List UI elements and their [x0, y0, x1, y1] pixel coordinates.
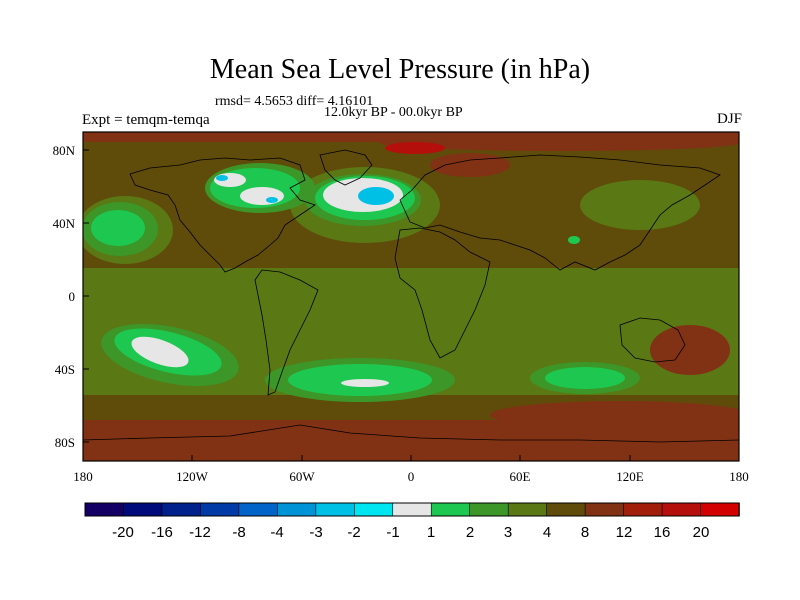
- lon-tick-label: 0: [408, 469, 415, 484]
- lat-tick-label: 40S: [55, 362, 75, 377]
- colorbar-swatch: [84, 502, 125, 517]
- lon-tick-label: 60E: [510, 469, 531, 484]
- field-pacific-south-red: [650, 325, 730, 375]
- field-arctic-red-band: [380, 135, 739, 151]
- stats-line: rmsd= 4.5653 diff= 4.16101: [215, 94, 374, 109]
- colorbar-swatch: [200, 502, 240, 517]
- coast-eurasia: [399, 154, 721, 271]
- lat-tick-label: 0: [69, 289, 76, 304]
- field-pacific-north-bright: [91, 210, 145, 246]
- colorbar-label: -4: [270, 524, 283, 541]
- field-arctic-redbrown: [83, 132, 739, 142]
- field-arctic-cyan: [216, 175, 228, 181]
- field-europe-redbrown: [430, 153, 510, 177]
- colorbar-label: 2: [466, 524, 474, 541]
- coast-australia: [619, 317, 686, 363]
- colorbar-swatch: [507, 502, 548, 517]
- colorbar-swatch: [584, 502, 625, 517]
- colorbar-label: -2: [347, 524, 360, 541]
- colorbar-label: -12: [189, 524, 211, 541]
- field-arctic-red: [385, 142, 445, 154]
- field-hudson-light: [240, 187, 284, 205]
- field-tibet-bright: [568, 236, 580, 244]
- lon-tick-label: 180: [73, 469, 93, 484]
- lon-tick-label: 120E: [616, 469, 644, 484]
- lon-tick-label: 60W: [289, 469, 315, 484]
- coast-greenland: [319, 149, 373, 186]
- field-atlantic-south-light: [341, 379, 389, 387]
- colorbar-labels: -20 -16 -12 -8 -4 -3 -2 -1 1 2 3 4 8 12 …: [112, 524, 709, 541]
- lon-tick-label: 120W: [176, 469, 209, 484]
- field-hudson-cyan: [266, 197, 278, 203]
- colorbar-label: 1: [427, 524, 435, 541]
- field-indian-south-bright: [545, 367, 625, 389]
- lon-tick-label: 180: [729, 469, 749, 484]
- colorbar-label: 16: [654, 524, 671, 541]
- colorbar-label: 8: [581, 524, 589, 541]
- colorbar: -20 -16 -12 -8 -4 -3 -2 -1 1 2 3 4 8 12 …: [84, 502, 740, 541]
- colorbar-frame: [84, 502, 740, 517]
- lat-tick-label: 40N: [53, 216, 76, 231]
- field-north-atlantic-cyan: [358, 187, 394, 205]
- colorbar-swatch: [546, 502, 586, 517]
- map-field: [83, 132, 739, 461]
- colorbar-label: -8: [232, 524, 245, 541]
- colorbar-swatches: [84, 502, 740, 517]
- coast-south-america: [254, 269, 319, 396]
- lat-tick-label: 80S: [55, 435, 75, 450]
- colorbar-label: -1: [386, 524, 399, 541]
- field-southern-redbrown: [490, 401, 739, 429]
- colorbar-swatch: [700, 502, 740, 517]
- coastlines: [83, 149, 739, 443]
- season-label: DJF: [716, 111, 742, 127]
- colorbar-swatch: [469, 502, 509, 517]
- lat-axis: 80N 40N 0 40S 80S: [53, 143, 89, 450]
- colorbar-label: 3: [504, 524, 512, 541]
- coast-africa: [394, 227, 491, 359]
- colorbar-label: 4: [543, 524, 551, 541]
- colorbar-swatch: [238, 502, 279, 517]
- coast-north-america: [129, 157, 316, 273]
- field-band-tropics: [83, 268, 739, 330]
- colorbar-label: 12: [616, 524, 633, 541]
- field-pacific-north-west-olive: [580, 180, 700, 230]
- colorbar-label: 20: [693, 524, 710, 541]
- coast-antarctica: [83, 424, 739, 443]
- experiment-label: Expt = temqm-temqa: [82, 112, 210, 128]
- lat-tick-label: 80N: [53, 143, 76, 158]
- colorbar-swatch: [277, 502, 317, 517]
- colorbar-label: -16: [151, 524, 173, 541]
- colorbar-swatch: [123, 502, 163, 517]
- colorbar-swatch: [353, 502, 394, 517]
- field-pacific-south-light: [131, 336, 189, 368]
- colorbar-swatch: [623, 502, 663, 517]
- colorbar-swatch: [392, 502, 433, 517]
- colorbar-label: -3: [309, 524, 322, 541]
- colorbar-swatch: [430, 502, 471, 517]
- colorbar-swatch: [661, 502, 702, 517]
- colorbar-swatch: [315, 502, 356, 517]
- chart-title: Mean Sea Level Pressure (in hPa): [209, 54, 591, 85]
- period-label: 12.0kyr BP - 00.0kyr BP: [324, 105, 463, 120]
- colorbar-swatch: [161, 502, 202, 517]
- lon-axis: 180 120W 60W 0 60E 120E 180: [73, 455, 749, 484]
- colorbar-label: -20: [112, 524, 134, 541]
